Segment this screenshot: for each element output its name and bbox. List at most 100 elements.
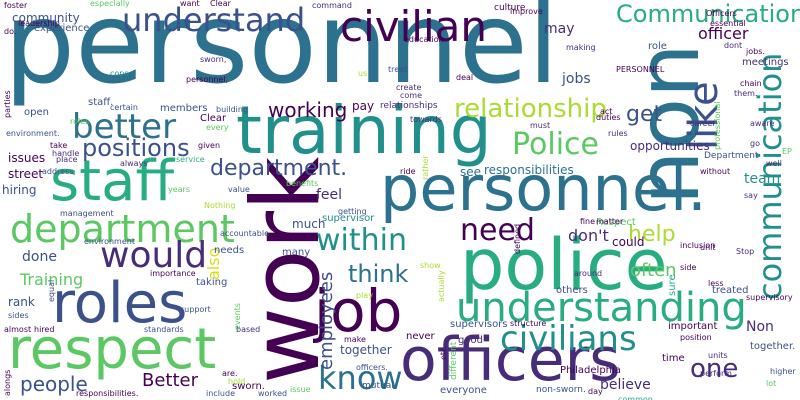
- word-around: around: [574, 269, 603, 278]
- word-meetings: meetings: [742, 57, 789, 68]
- word-everyone: everyone: [440, 385, 487, 396]
- word-dont-plain: dont: [724, 41, 743, 50]
- word-responsibilities: responsibilities: [484, 163, 574, 177]
- word-personnel-dot: personnel.: [380, 152, 707, 225]
- word-position: position: [680, 333, 712, 342]
- word-always: always: [120, 159, 148, 168]
- word-officers-cap: Officers: [706, 9, 737, 18]
- word-worked: worked: [258, 389, 288, 398]
- word-rank: rank: [8, 295, 35, 309]
- word-hold: hold: [228, 377, 246, 386]
- word-time: time: [662, 353, 685, 364]
- word-training: training: [236, 92, 492, 169]
- word-personnel-comma: personnel,: [186, 75, 229, 84]
- word-members: members: [160, 103, 208, 114]
- word-ride: ride: [400, 167, 416, 176]
- word-may: may: [544, 21, 575, 37]
- word-management: management: [60, 209, 114, 218]
- word-working: working: [268, 98, 348, 122]
- word-mutual: mutual: [362, 381, 394, 391]
- word-relationship: relationship: [454, 94, 607, 124]
- word-structure: structure: [510, 319, 547, 328]
- word-others: others: [556, 285, 588, 296]
- word-defined: defined: [513, 223, 522, 254]
- word-higher: higher: [770, 367, 796, 376]
- word-duties: duties: [596, 113, 621, 122]
- word-job: job: [314, 277, 403, 345]
- word-deal: deal: [456, 73, 474, 82]
- word-opportunities: opportunities: [630, 139, 710, 153]
- word-see: see: [460, 165, 482, 179]
- word-done: done: [22, 249, 57, 265]
- word-dont: don't: [568, 226, 609, 245]
- word-much: much: [292, 217, 326, 231]
- word-communication-cap: Communication: [616, 0, 800, 28]
- word-staff: staff: [50, 149, 175, 214]
- word-equal: equal: [47, 279, 56, 302]
- word-relationships: relationships: [380, 101, 438, 111]
- word-day: day: [588, 387, 603, 396]
- word-respect-cap: Respect: [596, 217, 636, 228]
- word-show: show: [420, 261, 441, 270]
- word-environment-dot: environment.: [6, 129, 60, 138]
- word-together: together: [340, 343, 392, 357]
- word-people: people: [20, 372, 88, 396]
- word-could: could: [612, 235, 645, 249]
- word-improve: improve: [510, 7, 543, 16]
- word-matter: matter: [596, 217, 624, 226]
- word-together-dot: together.: [750, 341, 796, 352]
- word-every: every: [206, 123, 229, 132]
- word-often: often: [630, 260, 677, 281]
- word-personnel: personnel: [4, 0, 559, 109]
- word-actually: actually: [437, 270, 446, 302]
- word-units: units: [708, 351, 728, 360]
- word-employees: employees: [316, 271, 337, 370]
- word-them: them.: [734, 89, 758, 98]
- word-towards: towards: [410, 115, 442, 124]
- word-jobs: jobs: [562, 71, 591, 87]
- word-roles-dot: roles.: [70, 117, 92, 126]
- word-lot: lot: [766, 379, 777, 388]
- word-are: are.: [222, 369, 238, 378]
- word-hired: hired: [34, 325, 55, 334]
- word-better: better: [72, 107, 177, 147]
- word-sworn-comma: sworn,: [200, 55, 227, 64]
- word-know: know: [318, 359, 403, 397]
- word-department: department: [10, 207, 235, 251]
- word-need: need: [460, 213, 535, 248]
- word-getting: getting: [338, 207, 367, 216]
- word-department-dot: department.: [210, 156, 348, 181]
- word-ep: EP: [782, 147, 792, 156]
- word-do: do.: [4, 27, 17, 36]
- word-come: come: [400, 91, 423, 100]
- word-personnel-upper: PERSONNEL: [616, 65, 665, 74]
- word-events: events: [233, 303, 242, 330]
- word-sides: sides: [8, 311, 29, 320]
- word-supervisory: supervisory: [746, 293, 793, 302]
- word-say: say: [744, 191, 758, 200]
- word-especially: especially: [90, 0, 130, 8]
- word-culture: culture: [494, 3, 526, 13]
- word-treated: treated: [712, 285, 749, 296]
- word-without: without: [700, 167, 731, 176]
- word-command: command: [312, 1, 352, 10]
- word-etc: etc.: [439, 345, 448, 360]
- word-stop: Stop: [736, 247, 755, 256]
- word-needs: needs: [214, 245, 245, 256]
- word-must: must: [530, 121, 551, 130]
- word-responsibilities-dot: responsibilities.: [76, 389, 139, 398]
- word-officers: officers: [400, 325, 621, 395]
- word-respect: respect: [8, 317, 217, 382]
- word-perform: perform: [700, 369, 732, 378]
- word-support: support: [180, 305, 211, 314]
- word-issues: issues: [8, 151, 46, 165]
- word-based: based: [236, 325, 261, 334]
- word-never: never: [406, 331, 435, 342]
- word-civilians: civilians: [500, 319, 637, 359]
- word-issue: issue: [290, 385, 311, 394]
- word-within: within: [316, 223, 407, 258]
- word-understand: understand: [122, 1, 306, 39]
- word-clear-top: Clear: [210, 0, 231, 8]
- word-almost: almost: [4, 325, 32, 334]
- word-rather: rather: [421, 155, 430, 180]
